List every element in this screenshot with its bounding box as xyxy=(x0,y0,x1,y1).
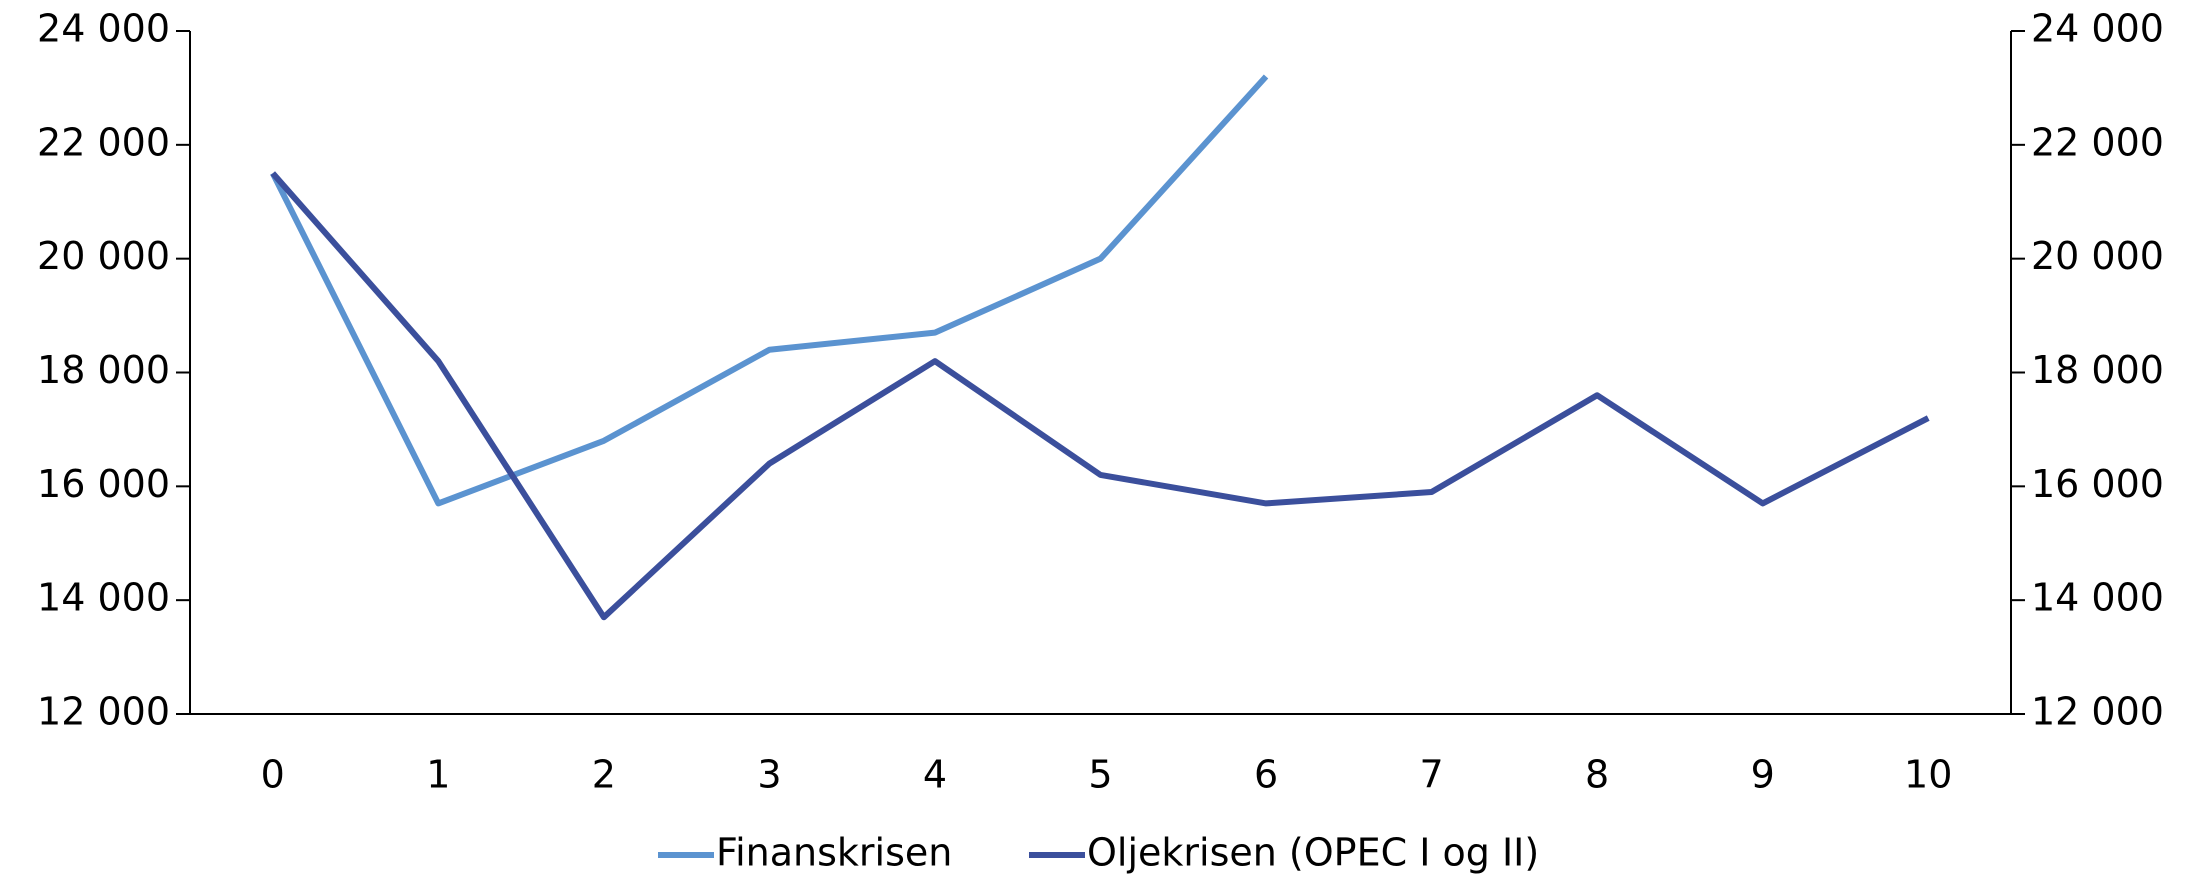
x-tick-label: 10 xyxy=(1904,753,1952,797)
series-line xyxy=(270,74,1269,507)
y2-tick-label: 22 000 xyxy=(2031,120,2164,164)
y-tick-label: 14 000 xyxy=(37,576,170,620)
y-tick-label: 24 000 xyxy=(37,7,170,51)
y-tick-label: 16 000 xyxy=(37,462,170,506)
x-tick-label: 3 xyxy=(757,753,781,797)
x-tick-label: 0 xyxy=(261,753,285,797)
y-tick-label: 22 000 xyxy=(37,120,170,164)
x-tick-label: 1 xyxy=(426,753,450,797)
y2-tick-label: 24 000 xyxy=(2031,7,2164,51)
x-tick-label: 2 xyxy=(592,753,616,797)
y2-tick-label: 14 000 xyxy=(2031,576,2164,620)
x-tick-label: 5 xyxy=(1088,753,1112,797)
y2-tick-label: 16 000 xyxy=(2031,462,2164,506)
y2-tick-label: 20 000 xyxy=(2031,234,2164,278)
legend-label: Oljekrisen (OPEC I og II) xyxy=(1087,831,1539,875)
x-tick-label: 9 xyxy=(1751,753,1775,797)
y-tick-label: 12 000 xyxy=(37,690,170,734)
legend-label: Finanskrisen xyxy=(716,831,952,875)
x-tick-label: 7 xyxy=(1419,753,1443,797)
y2-tick-label: 18 000 xyxy=(2031,348,2164,392)
y2-tick-label: 12 000 xyxy=(2031,690,2164,734)
series-line xyxy=(270,171,1930,621)
y-tick-label: 20 000 xyxy=(37,234,170,278)
x-tick-label: 4 xyxy=(923,753,947,797)
y-tick-label: 18 000 xyxy=(37,348,170,392)
x-tick-label: 6 xyxy=(1254,753,1278,797)
x-tick-label: 8 xyxy=(1585,753,1609,797)
